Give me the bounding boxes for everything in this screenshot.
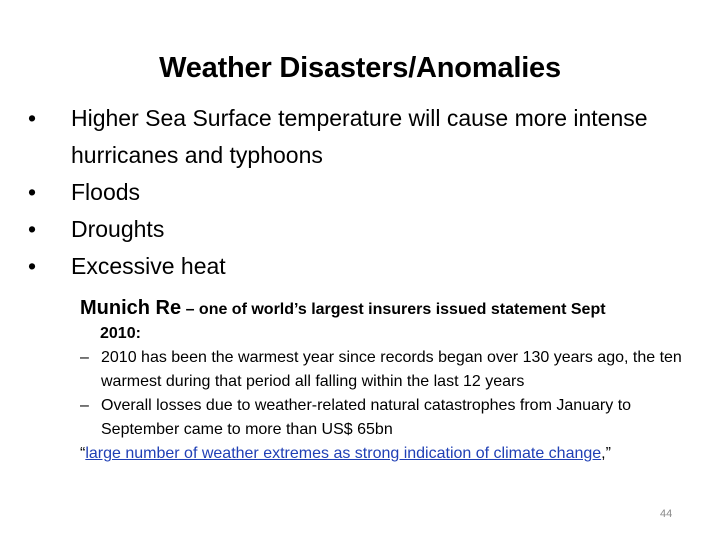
bullet-icon: •: [28, 253, 37, 279]
bullet-text: Floods: [71, 179, 141, 205]
sub-bullet-text: 2010 has been the warmest year since rec…: [101, 349, 682, 390]
quote-close: ,”: [601, 445, 611, 462]
climate-change-link[interactable]: large number of weather extremes as stro…: [85, 445, 602, 462]
munich-re-heading: Munich Re – one of world’s largest insur…: [80, 296, 710, 322]
bullet-item: • Higher Sea Surface temperature will ca…: [28, 100, 688, 174]
bullet-item: • Floods: [28, 174, 688, 211]
quote: “large number of weather extremes as str…: [80, 442, 710, 466]
sub-bullet-item: – Overall losses due to weather-related …: [80, 394, 710, 442]
slide-title: Weather Disasters/Anomalies: [159, 52, 561, 84]
bullet-text: Droughts: [71, 216, 165, 242]
munich-re-name: Munich Re: [80, 297, 182, 319]
bullet-text: Higher Sea Surface temperature will caus…: [71, 105, 648, 168]
bullet-icon: •: [28, 105, 37, 131]
munich-re-section: Munich Re – one of world’s largest insur…: [80, 296, 710, 466]
bullet-text: Excessive heat: [71, 253, 226, 279]
bullet-list: • Higher Sea Surface temperature will ca…: [28, 100, 688, 285]
sub-bullet-item: – 2010 has been the warmest year since r…: [80, 346, 710, 394]
bullet-item: • Excessive heat: [28, 248, 688, 285]
dash-icon: –: [80, 349, 89, 366]
bullet-item: • Droughts: [28, 211, 688, 248]
munich-re-statement: – one of world’s largest insurers issued…: [181, 301, 606, 318]
sub-bullet-list: – 2010 has been the warmest year since r…: [80, 346, 710, 442]
sub-bullet-text: Overall losses due to weather-related na…: [101, 397, 632, 438]
bullet-icon: •: [28, 179, 37, 205]
statement-year: 2010:: [100, 325, 141, 342]
bullet-icon: •: [28, 216, 37, 242]
quote-open: “: [80, 445, 86, 462]
page-number: 44: [660, 508, 673, 520]
dash-icon: –: [80, 397, 89, 414]
